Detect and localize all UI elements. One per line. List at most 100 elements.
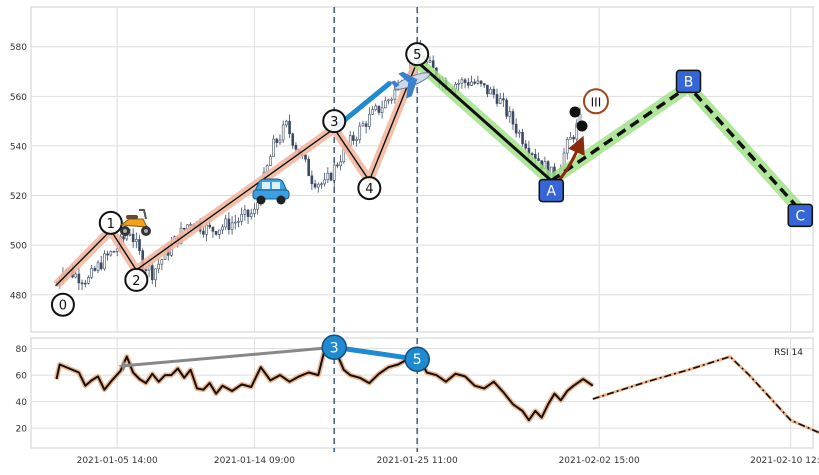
candle-body xyxy=(222,227,224,230)
candle-body xyxy=(340,162,342,166)
candle-body xyxy=(107,254,109,255)
wave-label: 1 xyxy=(107,217,115,232)
candle-body xyxy=(308,159,310,176)
candle-body xyxy=(569,137,571,139)
candle-body xyxy=(496,94,498,103)
rsi-y-tick-label: 40 xyxy=(16,398,28,408)
candle-body xyxy=(253,209,255,213)
candle-body xyxy=(330,173,332,180)
candle-body xyxy=(285,121,287,125)
candle-body xyxy=(324,180,326,184)
candle-body xyxy=(276,139,278,143)
candle-body xyxy=(135,239,137,241)
candle-body xyxy=(202,231,204,234)
price-y-tick-label: 500 xyxy=(10,242,27,252)
candle-body xyxy=(531,154,533,155)
candle-body xyxy=(139,239,141,250)
candle-body xyxy=(212,227,214,231)
candle-body xyxy=(352,136,354,141)
candle-body xyxy=(365,124,367,127)
price-y-tick-label: 520 xyxy=(10,192,27,202)
candle-body xyxy=(391,99,393,100)
rsi-wave-label: 5 xyxy=(413,352,422,368)
wave-label: B xyxy=(684,74,694,90)
candle-body xyxy=(394,90,396,99)
candle-body xyxy=(429,61,431,62)
candle-body xyxy=(327,173,329,180)
candle-body xyxy=(282,125,284,140)
candle-body xyxy=(512,112,514,125)
wave-label: A xyxy=(546,184,556,200)
price-y-tick-label: 580 xyxy=(10,43,27,53)
candle-body xyxy=(269,157,271,166)
rsi-y-tick-label: 20 xyxy=(16,425,28,435)
candle-body xyxy=(477,81,479,83)
candle-body xyxy=(378,106,380,112)
candle-body xyxy=(234,222,236,223)
candle-body xyxy=(97,263,99,271)
wave-label: 3 xyxy=(330,115,338,130)
price-y-tick-label: 540 xyxy=(10,142,27,152)
candle-body xyxy=(515,124,517,133)
candle-body xyxy=(486,85,488,94)
candle-body xyxy=(566,139,568,153)
candle-body xyxy=(493,89,495,94)
candle-body xyxy=(522,132,524,144)
candle-body xyxy=(432,61,434,68)
candle-body xyxy=(209,225,211,227)
candle-body xyxy=(387,100,389,101)
candle-body xyxy=(237,221,239,222)
candle-body xyxy=(84,283,86,284)
candle-body xyxy=(467,83,469,86)
candle-body xyxy=(304,155,306,159)
x-tick-label: 2021-01-14 09:00 xyxy=(214,456,295,466)
rsi-wave-label: 3 xyxy=(330,340,339,356)
candle-body xyxy=(100,263,102,269)
candle-body xyxy=(218,230,220,234)
candle-body xyxy=(480,81,482,84)
candle-body xyxy=(333,165,335,180)
candle-body xyxy=(273,139,275,157)
candle-body xyxy=(145,270,147,271)
x-tick-label: 2021-02-02 15:00 xyxy=(559,456,640,466)
candle-body xyxy=(91,268,93,277)
candle-body xyxy=(381,108,383,113)
candle-body xyxy=(206,225,208,234)
candle-body xyxy=(368,114,370,126)
x-tick-label: 2021-01-05 14:00 xyxy=(77,456,158,466)
candle-body xyxy=(384,101,386,108)
candle-body xyxy=(362,124,364,126)
black-dot xyxy=(577,121,588,132)
candle-body xyxy=(110,251,112,255)
x-tick-label: 2021-02-10 12:00 xyxy=(750,456,819,466)
wave-label: 4 xyxy=(365,182,373,197)
candle-body xyxy=(320,184,322,185)
candle-body xyxy=(228,219,230,230)
candle-body xyxy=(151,266,153,280)
candle-body xyxy=(87,277,89,283)
candle-body xyxy=(458,83,460,84)
candle-body xyxy=(113,251,115,252)
candle-body xyxy=(292,134,294,145)
price-y-tick-label: 560 xyxy=(10,93,27,103)
candle-body xyxy=(244,210,246,214)
candle-body xyxy=(483,84,485,85)
candle-body xyxy=(499,99,501,104)
candle-body xyxy=(215,231,217,234)
rsi-y-tick-label: 60 xyxy=(16,372,28,382)
candle-body xyxy=(518,132,520,133)
candle-body xyxy=(311,176,313,184)
candle-body xyxy=(231,223,233,230)
candle-body xyxy=(123,237,125,239)
candle-body xyxy=(464,80,466,83)
candle-body xyxy=(158,264,160,269)
candle-body xyxy=(470,82,472,85)
wave-label: 2 xyxy=(132,274,140,289)
candle-body xyxy=(225,219,227,227)
